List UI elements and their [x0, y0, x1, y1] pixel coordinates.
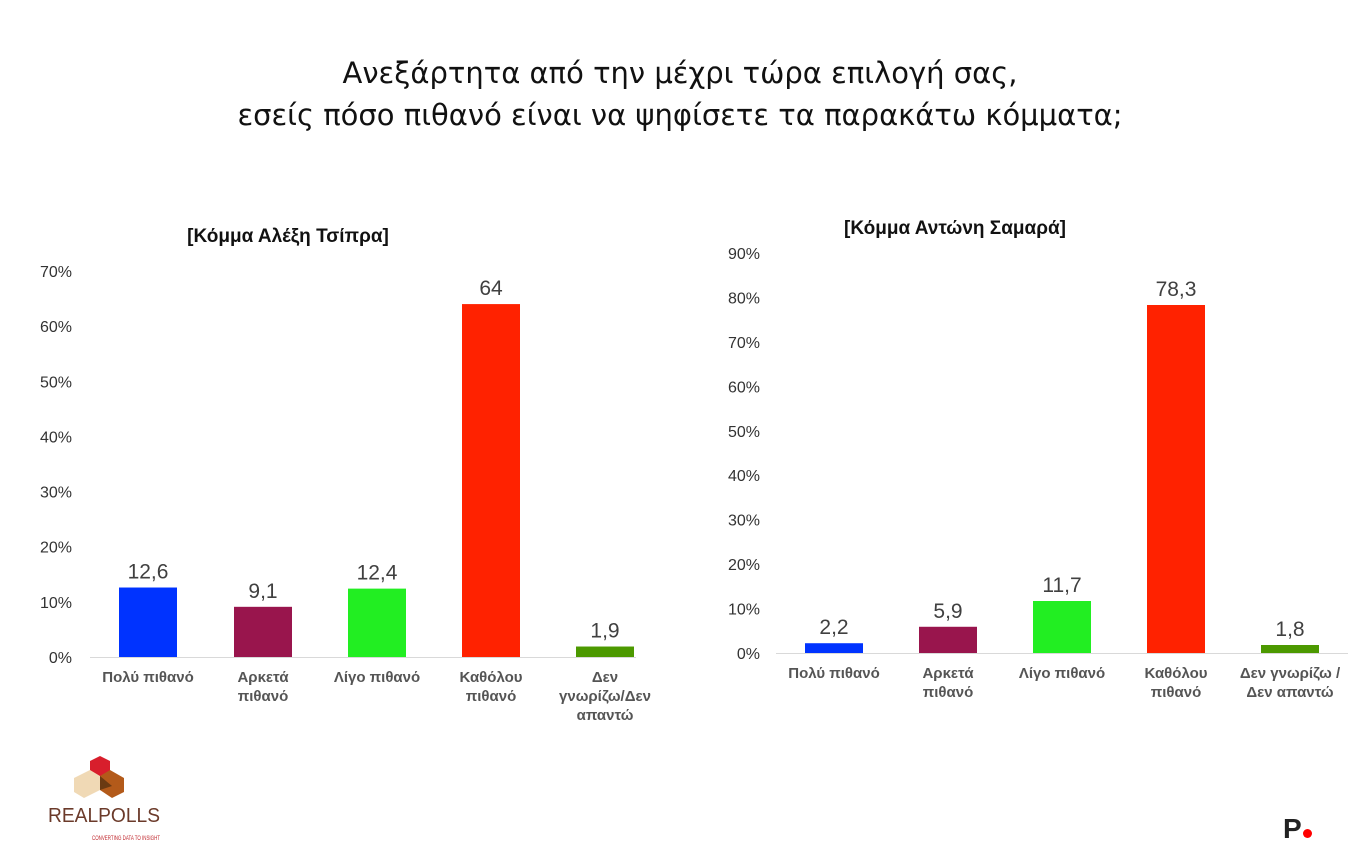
- chart-1-data-label: 1,9: [590, 620, 619, 643]
- chart-1-category-label: απαντώ: [577, 707, 634, 724]
- chart-1-data-label: 9,1: [248, 580, 277, 603]
- chart-2-ytick-label: 10%: [728, 602, 760, 619]
- chart-1-category-label: Καθόλου: [459, 669, 522, 686]
- chart-2-ytick-label: 30%: [728, 513, 760, 530]
- chart-1-bar: [462, 304, 520, 657]
- publisher-logo-dot: [1302, 829, 1312, 838]
- title-line-1: Ανεξάρτητα από την μέχρι τώρα επιλογή σα…: [342, 56, 1018, 90]
- chart-1-bar: [348, 588, 406, 657]
- chart-1-ytick-label: 40%: [40, 429, 72, 446]
- chart-2-category-label: Δεν γνωρίζω /: [1240, 665, 1341, 682]
- chart-1-ytick-label: 0%: [49, 650, 72, 667]
- chart-2-category-label: Καθόλου: [1144, 665, 1207, 682]
- chart-1-ytick-label: 60%: [40, 319, 72, 336]
- chart-1-data-label: 12,4: [357, 562, 398, 585]
- chart-2-ytick-label: 20%: [728, 557, 760, 574]
- chart-2-ytick-label: 80%: [728, 290, 760, 307]
- chart-1-category-label: Λίγο πιθανό: [334, 669, 420, 686]
- chart-2-bar: [1261, 645, 1319, 653]
- logo-wordmark: REALPOLLS: [48, 805, 160, 827]
- chart-1-category-label: πιθανό: [466, 688, 517, 705]
- chart-1-ytick-label: 70%: [40, 264, 72, 281]
- logo-cube-brown: [100, 770, 124, 798]
- chart-2-category-label: Δεν απαντώ: [1246, 684, 1334, 701]
- chart-1-category-label: Δεν: [592, 669, 618, 686]
- chart-1-category-label: Πολύ πιθανό: [102, 669, 194, 686]
- chart-2-data-label: 78,3: [1156, 278, 1197, 301]
- chart-1-ytick-label: 10%: [40, 595, 72, 612]
- chart-2-ytick-label: 50%: [728, 424, 760, 441]
- chart-1-data-label: 12,6: [128, 561, 169, 584]
- chart-1-category-label: πιθανό: [238, 688, 289, 705]
- publisher-logo-letter: P: [1283, 813, 1302, 844]
- chart-2-category-label: Λίγο πιθανό: [1019, 665, 1105, 682]
- chart-2-data-label: 11,7: [1042, 574, 1081, 597]
- chart-1-data-label: 64: [479, 277, 503, 300]
- chart-1-title: [Κόμμα Αλέξη Τσίπρα]: [187, 226, 389, 247]
- chart-1-category-label: γνωρίζω/Δεν: [559, 688, 651, 705]
- chart-2-data-label: 5,9: [933, 600, 962, 623]
- chart-2-bar: [1147, 305, 1205, 653]
- chart-2-ytick-label: 0%: [737, 646, 760, 663]
- chart-2-ytick-label: 90%: [728, 246, 760, 263]
- chart-2-data-label: 1,8: [1275, 618, 1304, 641]
- chart-1-bar: [119, 587, 177, 657]
- chart-2-category-label: πιθανό: [1151, 684, 1202, 701]
- chart-1-ytick-label: 50%: [40, 374, 72, 391]
- chart-2-bar: [805, 643, 863, 653]
- chart-2-category-label: Πολύ πιθανό: [788, 665, 880, 682]
- main-title: Ανεξάρτητα από την μέχρι τώρα επιλογή σα…: [0, 52, 1360, 136]
- chart-2-ytick-label: 40%: [728, 468, 760, 485]
- chart-2-title: [Κόμμα Αντώνη Σαμαρά]: [844, 218, 1066, 239]
- publisher-logo: P: [1283, 813, 1312, 845]
- logo-cube-beige: [74, 770, 100, 798]
- title-line-2: εσείς πόσο πιθανό είναι να ψηφίσετε τα π…: [237, 98, 1123, 132]
- chart-2-category-label: Αρκετά: [922, 665, 974, 682]
- chart-2-category-label: πιθανό: [923, 684, 974, 701]
- chart-1-ytick-label: 20%: [40, 540, 72, 557]
- chart-2-data-label: 2,2: [819, 616, 848, 639]
- chart-1-bar: [234, 606, 292, 657]
- chart-2-bar: [1033, 601, 1091, 653]
- chart-2-bar: [919, 626, 977, 653]
- logo-tagline: CONVERTING DATA TO INSIGHT: [92, 836, 160, 842]
- chart-2-ytick-label: 70%: [728, 335, 760, 352]
- chart-1-bar: [576, 646, 634, 657]
- chart-1-ytick-label: 30%: [40, 485, 72, 502]
- realpolls-logo: REALPOLLS CONVERTING DATA TO INSIGHT: [48, 756, 160, 842]
- logo-cube-shadow: [100, 776, 112, 790]
- chart-2-ytick-label: 60%: [728, 379, 760, 396]
- chart-1-category-label: Αρκετά: [237, 669, 289, 686]
